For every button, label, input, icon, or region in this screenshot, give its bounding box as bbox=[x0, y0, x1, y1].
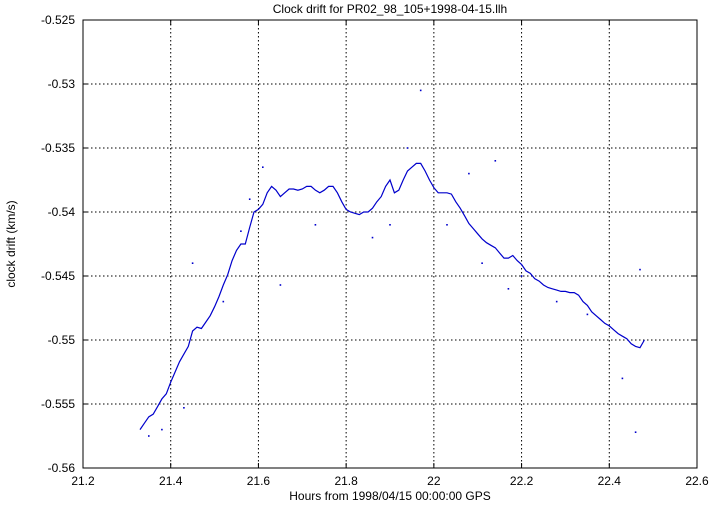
x-axis-label: Hours from 1998/04/15 00:00:00 GPS bbox=[289, 489, 490, 503]
y-tick-label: -0.525 bbox=[41, 13, 75, 27]
y-tick-label: -0.53 bbox=[48, 77, 76, 91]
outlier-point bbox=[240, 230, 242, 232]
x-tick-label: 21.8 bbox=[334, 474, 358, 488]
x-tick-label: 21.4 bbox=[159, 474, 183, 488]
outlier-point bbox=[279, 284, 282, 286]
x-tick-label: 22 bbox=[427, 474, 441, 488]
outlier-point bbox=[468, 172, 470, 175]
outlier-point bbox=[507, 288, 510, 290]
outlier-point bbox=[161, 428, 163, 431]
outlier-point bbox=[621, 377, 624, 380]
outlier-point bbox=[494, 160, 497, 162]
x-tick-label: 21.6 bbox=[247, 474, 271, 488]
outlier-point bbox=[262, 166, 264, 168]
y-tick-label: -0.56 bbox=[48, 461, 76, 475]
outlier-point bbox=[555, 300, 558, 303]
x-tick-label: 22.6 bbox=[685, 474, 709, 488]
y-tick-label: -0.545 bbox=[41, 269, 75, 283]
y-tick-label: -0.55 bbox=[48, 333, 76, 347]
y-tick-label: -0.535 bbox=[41, 141, 75, 155]
outlier-point bbox=[634, 431, 637, 433]
outlier-point bbox=[639, 268, 641, 271]
x-tick-label: 22.2 bbox=[510, 474, 534, 488]
y-tick-label: -0.54 bbox=[48, 205, 76, 219]
outlier-point bbox=[248, 198, 251, 200]
x-tick-label: 22.4 bbox=[598, 474, 622, 488]
y-axis-label: clock drift (km/s) bbox=[4, 200, 18, 287]
y-tick-label: -0.555 bbox=[41, 397, 75, 411]
outlier-point bbox=[148, 435, 150, 437]
chart-title: Clock drift for PR02_98_105+1998-04-15.l… bbox=[273, 2, 507, 16]
outlier-point bbox=[314, 224, 317, 226]
outlier-point bbox=[222, 300, 225, 303]
outlier-point bbox=[389, 224, 391, 226]
outlier-point bbox=[520, 275, 523, 277]
outlier-point bbox=[419, 89, 422, 92]
x-tick-label: 21.2 bbox=[71, 474, 95, 488]
outlier-point bbox=[183, 407, 185, 409]
clock-drift-series-line bbox=[139, 162, 645, 430]
outlier-point bbox=[371, 236, 374, 239]
outlier-point bbox=[191, 262, 194, 264]
outlier-point bbox=[406, 147, 409, 149]
axis-ticks bbox=[82, 19, 698, 469]
outlier-points bbox=[148, 89, 641, 437]
grid-lines bbox=[83, 20, 697, 468]
y-tick-labels: -0.525 -0.53 -0.535 -0.54 -0.545 -0.55 -0.555 -… bbox=[41, 13, 75, 475]
x-tick-labels: 21.2 21.4 21.6 21.8 22 22.2 22.4 22.6 bbox=[71, 474, 709, 488]
outlier-point bbox=[586, 313, 589, 316]
plot-frame bbox=[82, 19, 698, 469]
outlier-point bbox=[446, 224, 448, 226]
outlier-point bbox=[481, 262, 483, 264]
